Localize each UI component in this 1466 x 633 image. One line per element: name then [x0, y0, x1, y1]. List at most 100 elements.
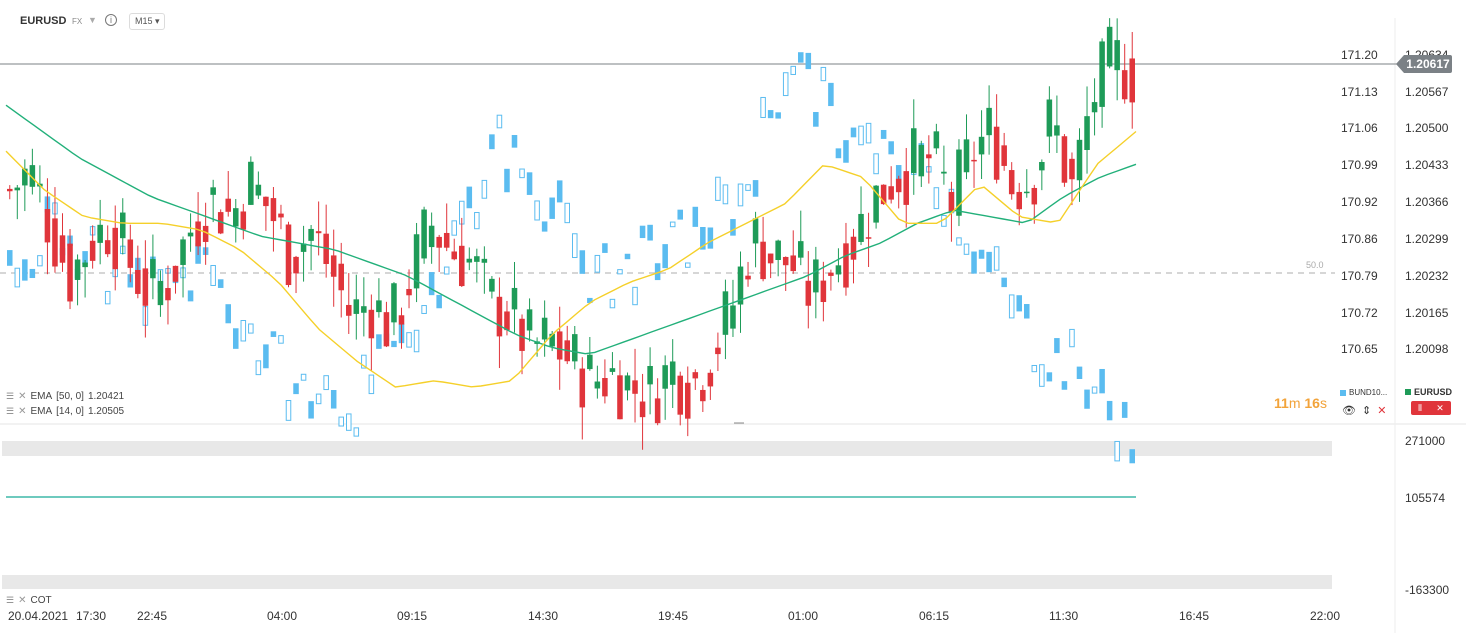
candle-body[interactable] — [519, 318, 525, 351]
candle-body[interactable] — [82, 262, 88, 268]
candle-body[interactable] — [44, 209, 51, 243]
candle-body[interactable] — [617, 375, 623, 420]
candle-body[interactable] — [752, 218, 759, 244]
candle-body[interactable] — [165, 288, 171, 301]
candle-body[interactable] — [1061, 136, 1068, 183]
candle-body[interactable] — [293, 256, 299, 274]
candle-body[interactable] — [775, 240, 781, 260]
candle-body[interactable] — [7, 188, 13, 192]
candle-body[interactable] — [481, 258, 488, 263]
candle-body[interactable] — [451, 251, 457, 260]
indicator-settings-icon[interactable]: ☰ — [6, 595, 15, 605]
candle-body[interactable] — [971, 159, 977, 162]
candle-body[interactable] — [436, 236, 442, 248]
candle-body[interactable] — [511, 287, 518, 310]
candle-body[interactable] — [745, 275, 751, 280]
eurusd-controls[interactable]: ⫴ ✕ — [1411, 401, 1451, 415]
candle-body[interactable] — [368, 309, 375, 339]
candle-body[interactable] — [978, 136, 985, 155]
candle-body[interactable] — [986, 107, 992, 136]
candle-body[interactable] — [1008, 170, 1015, 195]
candle-body[interactable] — [587, 354, 593, 370]
candle-body[interactable] — [639, 401, 646, 418]
ema50-indicator[interactable]: ☰ ✕ EMA [50, 0] 1.20421 — [6, 390, 124, 402]
candle-body[interactable] — [428, 225, 435, 248]
candle-body[interactable] — [798, 241, 804, 258]
legend-eurusd[interactable]: EURUSD — [1405, 387, 1452, 397]
candle-body[interactable] — [865, 237, 872, 239]
candle-body[interactable] — [556, 331, 563, 360]
candle-body[interactable] — [1024, 191, 1030, 194]
candle-body[interactable] — [142, 268, 149, 306]
indicator-settings-icon[interactable]: ☰ — [6, 390, 15, 401]
candle-body[interactable] — [233, 208, 239, 227]
candle-body[interactable] — [1091, 102, 1098, 113]
candle-body[interactable] — [873, 185, 879, 223]
candle-body[interactable] — [376, 300, 382, 313]
candle-body[interactable] — [926, 154, 932, 159]
candle-body[interactable] — [391, 283, 397, 323]
candle-body[interactable] — [782, 256, 789, 266]
candle-body[interactable] — [654, 398, 661, 424]
candle-body[interactable] — [843, 243, 849, 288]
candle-body[interactable] — [187, 232, 194, 237]
candle-body[interactable] — [443, 232, 450, 248]
candle-body[interactable] — [602, 378, 608, 397]
candle-body[interactable] — [1129, 58, 1135, 103]
candle-body[interactable] — [278, 213, 284, 218]
remove-indicator-icon[interactable]: ✕ — [18, 405, 27, 417]
candle-body[interactable] — [504, 311, 510, 331]
candle-body[interactable] — [594, 381, 601, 389]
candle-body[interactable] — [813, 259, 819, 293]
candle-body[interactable] — [722, 291, 729, 335]
candle-body[interactable] — [263, 196, 269, 207]
indicator-settings-icon[interactable]: ☰ — [6, 405, 15, 416]
candle-body[interactable] — [790, 255, 796, 272]
candle-body[interactable] — [52, 218, 58, 267]
candle-body[interactable] — [323, 233, 329, 265]
candle-body[interactable] — [210, 187, 216, 195]
candle-body[interactable] — [74, 259, 81, 280]
candle-body[interactable] — [346, 304, 352, 316]
candle-type-icon[interactable]: ⫴ — [1418, 402, 1422, 413]
candle-body[interactable] — [609, 368, 616, 372]
candle-body[interactable] — [911, 128, 917, 174]
candle-body[interactable] — [918, 145, 925, 177]
candle-body[interactable] — [1121, 70, 1128, 100]
candle-body[interactable] — [150, 259, 156, 279]
candle-body[interactable] — [308, 228, 314, 241]
candle-body[interactable] — [1039, 162, 1045, 171]
candle-body[interactable] — [1084, 116, 1090, 150]
candle-body[interactable] — [835, 265, 842, 275]
candle-body[interactable] — [948, 191, 955, 212]
candle-body[interactable] — [466, 258, 473, 263]
candle-body[interactable] — [730, 305, 736, 329]
candle-body[interactable] — [624, 375, 631, 391]
candle-body[interactable] — [474, 256, 480, 262]
candle-body[interactable] — [1001, 145, 1007, 166]
candle-body[interactable] — [685, 382, 691, 419]
candle-body[interactable] — [993, 126, 1000, 180]
candle-body[interactable] — [760, 241, 766, 280]
candle-body[interactable] — [1031, 187, 1038, 205]
candle-body[interactable] — [459, 245, 465, 287]
candle-body[interactable] — [97, 224, 103, 243]
candle-body[interactable] — [120, 212, 126, 239]
close-icon[interactable]: ✕ — [1436, 402, 1444, 413]
candle-body[interactable] — [59, 235, 66, 263]
candle-body[interactable] — [956, 149, 962, 216]
candle-body[interactable] — [496, 296, 503, 337]
candle-body[interactable] — [805, 280, 812, 306]
candle-body[interactable] — [1069, 158, 1075, 180]
candle-body[interactable] — [858, 213, 864, 242]
candle-body[interactable] — [737, 266, 744, 305]
candle-body[interactable] — [195, 221, 201, 247]
candle-body[interactable] — [692, 372, 699, 379]
candle-body[interactable] — [850, 236, 857, 260]
candle-body[interactable] — [963, 139, 970, 173]
candle-body[interactable] — [933, 131, 940, 149]
candle-body[interactable] — [202, 225, 209, 242]
sort-arrows-icon[interactable]: ⇕ — [1361, 405, 1372, 417]
candle-body[interactable] — [669, 361, 676, 385]
candle-body[interactable] — [572, 334, 578, 362]
